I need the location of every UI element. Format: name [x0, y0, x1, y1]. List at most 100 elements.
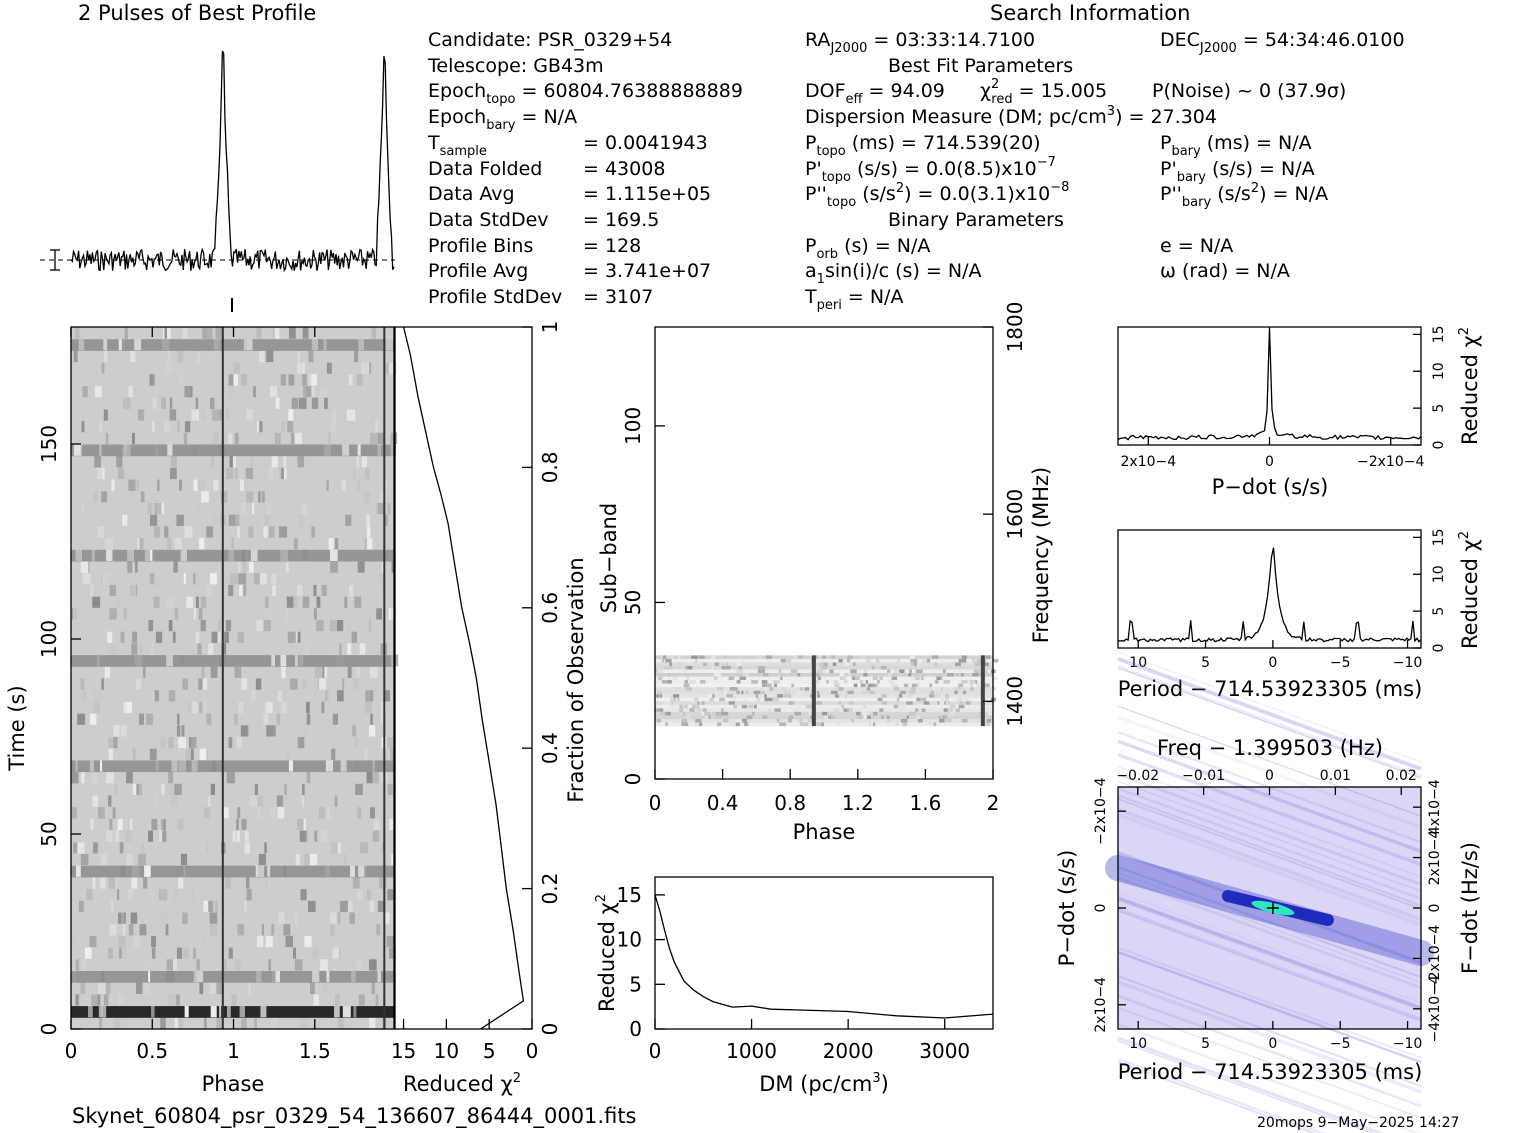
- time-phase-speckle: [91, 771, 98, 784]
- subband-speckle: [738, 669, 743, 674]
- time-phase-speckle: [178, 373, 184, 386]
- subband-speckle: [815, 666, 819, 670]
- time-phase-speckle: [199, 701, 203, 714]
- time-phase-speckle: [92, 596, 101, 608]
- time-phase-speckle: [106, 771, 114, 784]
- time-phase-speckle: [203, 701, 207, 714]
- subband-speckle: [875, 658, 880, 663]
- info-dec: DECJ2000 = 54:34:46.0100: [1160, 29, 1405, 56]
- ppdot-streak: [1117, 772, 1422, 886]
- subband-speckle: [954, 687, 962, 691]
- subband-speckle: [961, 718, 968, 723]
- time-phase-speckle: [228, 584, 234, 597]
- time-phase-speckle: [116, 455, 123, 468]
- profile-errorbar: [50, 249, 60, 271]
- subband-speckle: [687, 666, 693, 670]
- time-phase-speckle: [97, 654, 100, 667]
- time-phase-speckle: [253, 572, 261, 585]
- time-phase-speckle: [308, 385, 315, 398]
- subband-speckle: [679, 704, 683, 709]
- time-phase-speckle: [323, 338, 327, 351]
- time-phase-speckle: [237, 631, 244, 643]
- time-phase-speckle: [334, 993, 340, 1006]
- time-phase-speckle: [356, 455, 360, 468]
- subband-speckle: [774, 708, 781, 712]
- subband-speckle: [863, 683, 871, 688]
- time-phase-speckle: [128, 479, 136, 491]
- time-phase-speckle: [148, 619, 154, 632]
- subband-speckle: [967, 673, 972, 677]
- time-phase-speckle: [144, 549, 151, 561]
- subband-speckle: [772, 697, 778, 702]
- period-ticks: 10 5 0 −5 −10 0 5 10 15: [1129, 528, 1447, 671]
- time-phase-speckle: [86, 561, 90, 573]
- subband-speckle: [860, 683, 866, 688]
- time-phase-speckle: [297, 631, 301, 643]
- time-phase-speckle: [124, 327, 128, 339]
- time-phase-speckle: [242, 561, 247, 573]
- time-phase-speckle: [122, 514, 128, 526]
- time-phase-speckle: [112, 806, 116, 819]
- time-phase-speckle: [153, 525, 161, 538]
- time-phase-speckle: [183, 432, 188, 444]
- subband-speckle: [700, 680, 706, 684]
- time-phase-speckle: [342, 678, 345, 690]
- time-phase-speckle: [152, 397, 157, 409]
- time-phase-row: [71, 888, 394, 901]
- time-phase-speckle: [199, 748, 207, 760]
- info-pnoise: P(Noise) ~ 0 (37.9σ): [1152, 80, 1346, 102]
- time-phase-speckle: [322, 666, 326, 678]
- subband-row: [655, 697, 993, 702]
- subband-speckle: [853, 676, 860, 681]
- time-phase-speckle: [329, 912, 337, 924]
- time-phase-speckle: [351, 631, 358, 643]
- subband-speckle: [742, 718, 747, 723]
- dm-ytick-label: 10: [617, 928, 642, 952]
- subband-speckle: [906, 701, 913, 705]
- subband-speckle: [832, 662, 837, 666]
- time-phase-speckle: [86, 397, 91, 409]
- info-data-folded-label: Data Folded: [428, 158, 542, 180]
- time-phase-speckle: [221, 806, 229, 819]
- time-phase-speckle: [270, 795, 277, 807]
- time-phase-speckle: [135, 654, 142, 667]
- time-phase-speckle: [332, 408, 337, 421]
- ppdot-streak: [1117, 780, 1422, 892]
- time-phase-speckle: [140, 642, 143, 655]
- time-phase-speckle: [99, 1017, 102, 1029]
- time-axis-label: Time (s): [5, 685, 29, 771]
- time-phase-row: [71, 865, 394, 878]
- time-phase-speckle: [270, 385, 278, 398]
- subband-speckle: [736, 718, 741, 723]
- time-phase-speckle: [150, 514, 158, 526]
- time-phase-speckle: [178, 736, 187, 749]
- time-phase-speckle: [134, 561, 138, 573]
- subband-speckle: [818, 662, 824, 666]
- subband-speckle: [886, 715, 890, 719]
- time-phase-speckle: [71, 806, 77, 819]
- time-phase-speckle: [122, 923, 126, 936]
- time-phase-speckle: [126, 853, 133, 866]
- time-phase-speckle: [377, 900, 385, 912]
- period-panel: 10 5 0 −5 −10 0 5 10 15 Period − 714.53923305 (m…: [1117, 528, 1482, 701]
- time-phase-speckle: [239, 584, 243, 597]
- time-phase-speckle: [279, 525, 282, 538]
- subband-speckle: [859, 655, 866, 659]
- footer-stamp: 20mops 9−May−2025 14:27: [1257, 1115, 1459, 1131]
- time-phase-row: [71, 596, 394, 609]
- ppdot-streak: [1117, 765, 1422, 878]
- time-phase-speckle: [170, 795, 178, 807]
- subband-speckle: [799, 687, 804, 691]
- time-phase-speckle: [178, 350, 184, 363]
- time-phase-speckle: [216, 982, 223, 994]
- dm-ticks: 0 1000 2000 3000 0 5 10 15: [617, 883, 971, 1063]
- time-phase-speckle: [372, 830, 380, 842]
- time-phase-speckle: [272, 584, 276, 597]
- subband-row: [655, 673, 993, 677]
- subband-speckle: [765, 683, 772, 688]
- subband-speckle: [960, 680, 968, 684]
- subband-speckle: [778, 673, 782, 677]
- subband-speckle: [860, 680, 863, 684]
- time-phase-speckle: [298, 654, 304, 667]
- time-phase-speckle: [122, 338, 125, 351]
